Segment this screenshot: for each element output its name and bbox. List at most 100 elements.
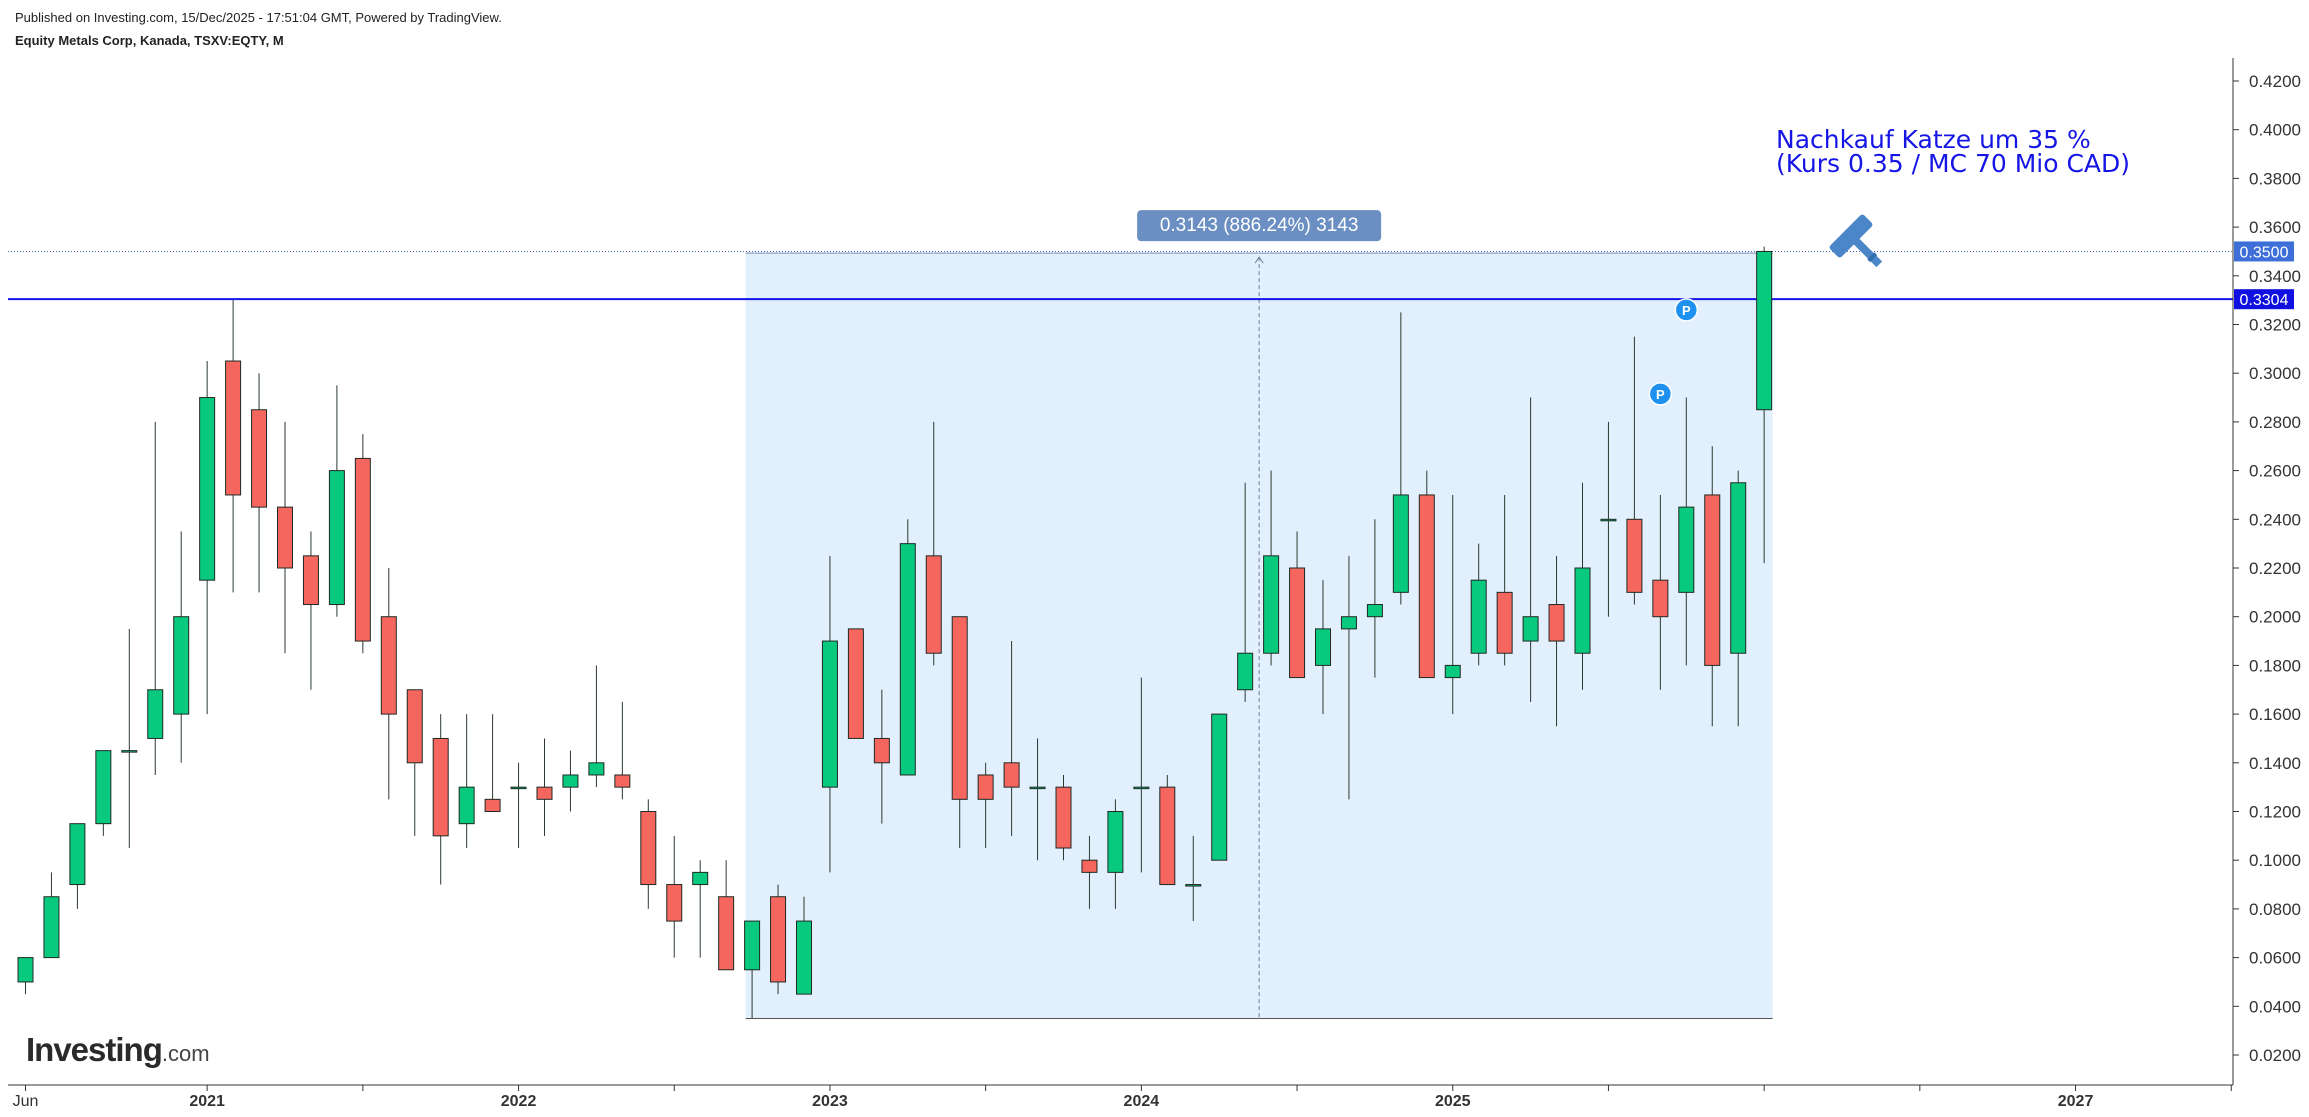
candle	[1003, 641, 1020, 836]
candle	[1263, 470, 1280, 666]
candle	[1756, 246, 1773, 564]
candle-body	[17, 957, 34, 983]
candle	[899, 519, 916, 776]
candle	[873, 689, 890, 824]
candle-body	[302, 555, 319, 606]
candle	[925, 421, 942, 666]
candle	[43, 872, 60, 959]
candle-body	[873, 737, 890, 764]
y-tick-label: 0.0200	[2249, 1046, 2301, 1065]
axes: 0.0200 0.0400 0.0600 0.0800 0.1000 0.1200 0.14…	[8, 58, 2301, 1110]
candle	[977, 762, 994, 849]
candle	[121, 628, 138, 849]
candle	[588, 665, 605, 788]
candle	[1704, 446, 1721, 727]
brand-name: Investing	[26, 1031, 163, 1068]
candle	[1055, 774, 1072, 861]
candle-body	[277, 506, 293, 569]
candle-body	[847, 628, 864, 739]
candle	[1730, 470, 1747, 727]
candle-body	[1444, 664, 1461, 679]
event-markers: PP	[1648, 298, 1699, 406]
candle-body	[1081, 859, 1098, 873]
candle-body	[796, 920, 812, 995]
candle	[458, 714, 475, 849]
candle-body	[588, 762, 605, 776]
candle-body	[1315, 628, 1331, 666]
candle	[1185, 835, 1202, 922]
candle-body	[1522, 616, 1539, 642]
candle	[1237, 482, 1254, 702]
candle	[718, 860, 735, 971]
y-tick-label: 0.2200	[2249, 559, 2301, 578]
candle	[510, 762, 527, 849]
candle	[1678, 397, 1695, 666]
candle	[1392, 312, 1409, 605]
candle-body	[1652, 579, 1669, 618]
candle	[847, 628, 864, 739]
candle-body	[1159, 786, 1176, 886]
candle	[380, 568, 397, 800]
y-tick-label: 0.2600	[2249, 462, 2301, 481]
y-tick-label: 0.0400	[2249, 997, 2301, 1016]
candle	[562, 750, 579, 812]
candle-body	[666, 884, 683, 922]
candle	[1444, 494, 1461, 715]
candle	[821, 555, 838, 873]
candle	[484, 714, 501, 813]
candle-body	[1211, 713, 1228, 861]
y-tick-label: 0.4200	[2249, 72, 2301, 91]
candle	[173, 531, 190, 763]
candle	[1522, 397, 1539, 702]
candle-body	[406, 689, 423, 764]
candle-body	[692, 871, 709, 886]
symbol-title: Equity Metals Corp, Kanada, TSXV:EQTY, M	[15, 33, 284, 48]
range-label-text: 0.3143 (886.24%) 3143	[1160, 215, 1359, 236]
candle	[666, 835, 683, 958]
candle	[277, 421, 293, 654]
candle	[199, 361, 216, 715]
candle	[251, 373, 268, 593]
candle	[1159, 774, 1176, 886]
candle-body	[225, 360, 242, 496]
candle	[1418, 470, 1435, 679]
marker-label: P	[1656, 387, 1665, 402]
candle	[1340, 555, 1357, 800]
marker-circle	[1674, 298, 1699, 322]
candle	[796, 896, 812, 995]
candle-body	[640, 811, 657, 886]
candle-body	[1003, 762, 1020, 788]
candle	[147, 421, 164, 775]
candle-body	[432, 737, 449, 837]
hline-price-badge-text: 0.3304	[2240, 292, 2289, 309]
candle-body	[1107, 811, 1124, 873]
candle-body	[328, 470, 345, 606]
candle	[328, 385, 345, 617]
candle-body	[199, 397, 216, 581]
y-tick-label: 0.2800	[2249, 413, 2301, 432]
candle-body	[1263, 555, 1280, 654]
y-tick-label: 0.1000	[2249, 851, 2301, 870]
candle-body	[1730, 482, 1747, 654]
candle-body	[1756, 250, 1773, 411]
candle	[1496, 494, 1513, 666]
candle	[1574, 482, 1591, 690]
y-tick-label: 0.3200	[2249, 316, 2301, 335]
candle-body	[1055, 786, 1072, 849]
candle	[770, 884, 787, 995]
candle	[614, 701, 631, 800]
y-tick-label: 0.1200	[2249, 803, 2301, 822]
candle	[432, 714, 449, 885]
candle-body	[821, 640, 838, 788]
candle-body	[977, 774, 994, 800]
candle-body	[484, 798, 501, 813]
price-range-tool[interactable]: 0.3143 (886.24%) 3143	[745, 210, 1773, 1019]
candle-body	[1392, 494, 1409, 593]
marker-circle	[1648, 382, 1673, 406]
y-tick-label: 0.0600	[2249, 949, 2301, 968]
y-tick-label: 0.4000	[2249, 121, 2301, 140]
publish-info: Published on Investing.com, 15/Dec/2025 …	[15, 10, 502, 25]
candle-body	[147, 689, 164, 739]
candle-body	[1496, 591, 1513, 654]
